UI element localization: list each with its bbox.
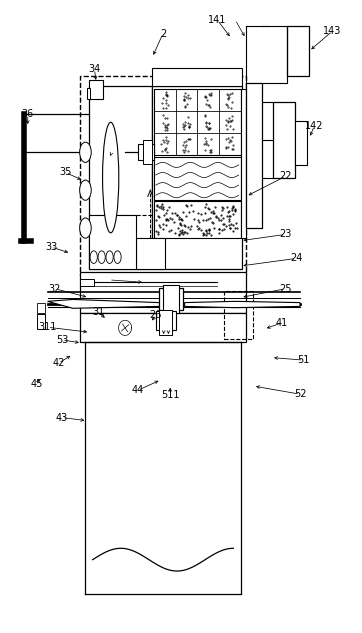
Bar (273, 102, 295, 177)
Bar (159, 310, 172, 335)
Bar (176, 111, 197, 134)
Bar (287, 26, 309, 77)
Text: 2: 2 (160, 28, 166, 39)
Ellipse shape (102, 122, 119, 233)
Text: 26: 26 (150, 310, 162, 320)
Bar (176, 134, 197, 156)
Bar (154, 89, 176, 111)
Bar (152, 68, 242, 86)
Bar (197, 134, 219, 156)
Bar (219, 134, 240, 156)
Bar (89, 80, 104, 99)
Text: 511: 511 (161, 390, 180, 400)
Bar (154, 157, 240, 199)
Bar (295, 121, 307, 165)
Text: 311: 311 (38, 322, 57, 332)
Bar (89, 215, 136, 269)
Text: 22: 22 (279, 172, 292, 181)
Text: 34: 34 (88, 64, 101, 74)
Text: 51: 51 (298, 355, 310, 365)
Text: 45: 45 (30, 379, 43, 389)
Bar (197, 111, 219, 134)
Bar (219, 111, 240, 134)
Circle shape (80, 142, 91, 163)
Bar (152, 86, 242, 269)
Text: 43: 43 (56, 413, 68, 423)
Bar (240, 89, 246, 237)
Bar (156, 311, 176, 330)
Circle shape (114, 251, 121, 263)
Circle shape (80, 218, 91, 238)
Circle shape (98, 251, 105, 263)
Bar (89, 86, 152, 269)
Bar (219, 89, 240, 111)
Bar (138, 144, 154, 160)
Bar (80, 272, 246, 313)
Polygon shape (185, 301, 300, 308)
Text: 25: 25 (279, 284, 292, 294)
Bar (143, 140, 152, 164)
Bar (154, 134, 176, 156)
Bar (224, 291, 253, 339)
Bar (37, 314, 45, 329)
Text: 52: 52 (294, 389, 306, 399)
Text: 42: 42 (52, 358, 64, 368)
Text: 24: 24 (290, 253, 303, 263)
Circle shape (106, 251, 113, 263)
Bar (246, 83, 262, 228)
Circle shape (90, 251, 97, 263)
Text: 142: 142 (305, 121, 324, 131)
Bar (136, 237, 165, 269)
Text: 23: 23 (279, 229, 292, 239)
Text: 53: 53 (56, 335, 68, 345)
Bar (197, 89, 219, 111)
Bar (37, 303, 45, 313)
Bar (80, 77, 246, 275)
Text: 44: 44 (132, 385, 144, 396)
Bar (80, 279, 94, 286)
Circle shape (80, 180, 91, 200)
Bar (159, 288, 183, 310)
Bar (154, 89, 240, 156)
Text: 35: 35 (59, 168, 72, 177)
Bar (154, 111, 176, 134)
Text: 143: 143 (323, 26, 342, 36)
Text: 33: 33 (45, 242, 57, 252)
Text: 141: 141 (208, 15, 226, 25)
Bar (87, 89, 90, 99)
Bar (80, 313, 246, 342)
Text: 36: 36 (22, 110, 34, 120)
Polygon shape (47, 299, 159, 308)
Bar (176, 89, 197, 111)
Text: 41: 41 (276, 318, 288, 328)
Text: 31: 31 (92, 307, 104, 317)
Text: 32: 32 (49, 284, 61, 294)
Bar (154, 201, 240, 237)
Bar (163, 285, 179, 313)
